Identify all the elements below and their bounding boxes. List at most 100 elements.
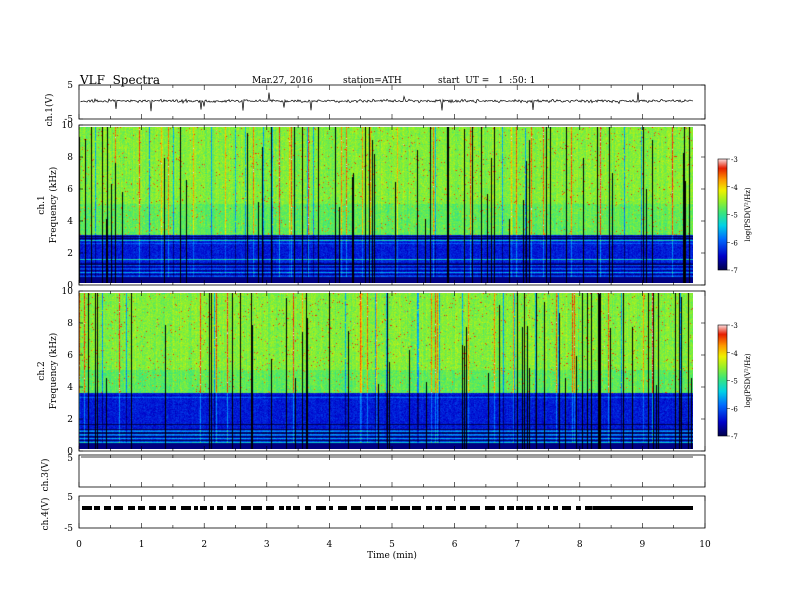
station-label: station=ATH	[343, 76, 402, 86]
y-tick-label: -5	[64, 115, 73, 125]
ch4-signal-segment	[446, 506, 456, 510]
ch4-signal-segment	[576, 506, 581, 510]
y-tick-label: 5	[67, 81, 73, 91]
axes-layer	[78, 84, 730, 529]
colorbar-tick-label: -6	[731, 405, 738, 413]
ch1-spectrogram-raster	[79, 127, 693, 283]
ch4-signal-segment	[316, 506, 326, 510]
ch4-signal-segment	[426, 506, 432, 510]
ch4-signal-segment	[286, 506, 291, 510]
ch4-signal-segment	[159, 506, 166, 510]
ch4-signal-segment	[351, 506, 361, 510]
ch4-signal-segment	[138, 506, 145, 510]
x-tick-label: 1	[139, 540, 145, 550]
ch4-signal-segment	[253, 506, 262, 510]
y-tick-label: 6	[67, 351, 73, 361]
ch4-signal-segment	[507, 506, 514, 510]
y-tick-label: 5	[67, 454, 73, 464]
ch4-signal-segment	[516, 506, 523, 510]
x-tick-label: 8	[577, 540, 583, 550]
waveform-layer	[80, 92, 694, 510]
ch4-signal-segment	[544, 506, 550, 510]
y-tick-label: 5	[67, 493, 73, 503]
ch4-signal-segment	[293, 506, 300, 510]
ch4-signal-segment	[181, 506, 191, 510]
ch4-signal-segment	[94, 506, 100, 510]
ch4-signal-segment	[149, 506, 156, 510]
ch4-signal-segment	[470, 506, 480, 510]
ch4-signal-segment	[217, 506, 223, 510]
ch2-spec-ylabel: ch.2	[37, 361, 47, 380]
y-tick-label: -5	[64, 524, 73, 534]
ch4-signal-segment	[170, 506, 176, 510]
ch4-signal-segment	[194, 506, 198, 510]
ch1-ylabel: ch.1(V)	[44, 94, 55, 127]
x-tick-label: 5	[389, 540, 395, 550]
y-tick-label: 8	[67, 153, 73, 163]
chart-title: VLF Spectra	[80, 73, 161, 87]
y-tick-label: 0	[67, 447, 73, 457]
ch1-colorbar	[718, 159, 727, 270]
ch4-signal-segment	[412, 506, 421, 510]
y-tick-label: 2	[67, 249, 73, 259]
ch4-signal-segment	[210, 506, 214, 510]
colorbar-tick-label: -7	[731, 433, 738, 441]
colorbar-tick-label: -7	[731, 267, 738, 275]
ch1-spec-ylabel: ch.1	[37, 195, 47, 214]
ch4-signal-segment	[525, 506, 533, 510]
ch4-signal-segment	[460, 506, 466, 510]
date-label: Mar.27, 2016	[252, 76, 313, 86]
ch4-signal-segment	[279, 506, 284, 510]
ch4-signal-segment	[365, 506, 375, 510]
ch4-signal-segment	[329, 506, 333, 510]
x-tick-label: 3	[264, 540, 270, 550]
x-tick-label: 4	[327, 540, 333, 550]
ch4-signal-segment	[128, 506, 135, 510]
y-tick-label: 2	[67, 415, 73, 425]
colorbar-tick-label: -3	[731, 322, 738, 330]
x-tick-label: 9	[640, 540, 646, 550]
ch4-signal-segment	[241, 506, 251, 510]
ch3-ylabel: ch.3(V)	[40, 459, 51, 492]
ch4-signal-segment	[266, 506, 274, 510]
ch4-signal-segment	[82, 506, 92, 510]
ch1-freq-ylabel: Frequency (kHz)	[48, 167, 59, 244]
ch4-signal-segment	[338, 506, 347, 510]
x-tick-label: 7	[514, 540, 520, 550]
y-tick-label: 10	[62, 121, 74, 131]
ch4-signal-segment	[485, 506, 495, 510]
y-tick-label: 4	[67, 383, 73, 393]
x-axis-label: Time (min)	[367, 550, 417, 561]
ch2-colorbar	[718, 325, 727, 436]
ch4-signal-segment	[499, 506, 504, 510]
colorbar-label: log(PSD(V²/Hz)	[744, 187, 752, 242]
ch4-signal-segment	[592, 506, 693, 510]
y-tick-label: 0	[67, 281, 73, 291]
y-tick-label: 10	[62, 287, 74, 297]
colorbar-frame	[717, 324, 728, 437]
ch4-signal-segment	[114, 506, 123, 510]
start-time-label: start UT = 1 :50: 1	[438, 76, 536, 86]
ch4-signal-segment	[104, 506, 111, 510]
x-tick-label: 10	[699, 540, 711, 550]
colorbar-frame	[717, 158, 728, 271]
ch2-freq-ylabel: Frequency (kHz)	[48, 333, 59, 410]
colorbar-tick-label: -4	[731, 184, 738, 192]
panel-frame	[78, 84, 706, 120]
panel-frame	[78, 124, 706, 286]
x-tick-label: 0	[76, 540, 82, 550]
colorbar-tick-label: -3	[731, 156, 738, 164]
x-tick-label: 6	[452, 540, 458, 550]
ch4-signal-segment	[562, 506, 571, 510]
y-tick-label: 8	[67, 319, 73, 329]
y-tick-label: 6	[67, 185, 73, 195]
ch4-ylabel: ch.4(V)	[40, 498, 51, 531]
ch4-signal-segment	[227, 506, 236, 510]
ch4-signal-segment	[377, 506, 386, 510]
colorbar-tick-label: -5	[731, 378, 738, 386]
panel-frame	[78, 290, 706, 452]
colorbar-tick-label: -5	[731, 212, 738, 220]
ch4-signal-segment	[435, 506, 442, 510]
